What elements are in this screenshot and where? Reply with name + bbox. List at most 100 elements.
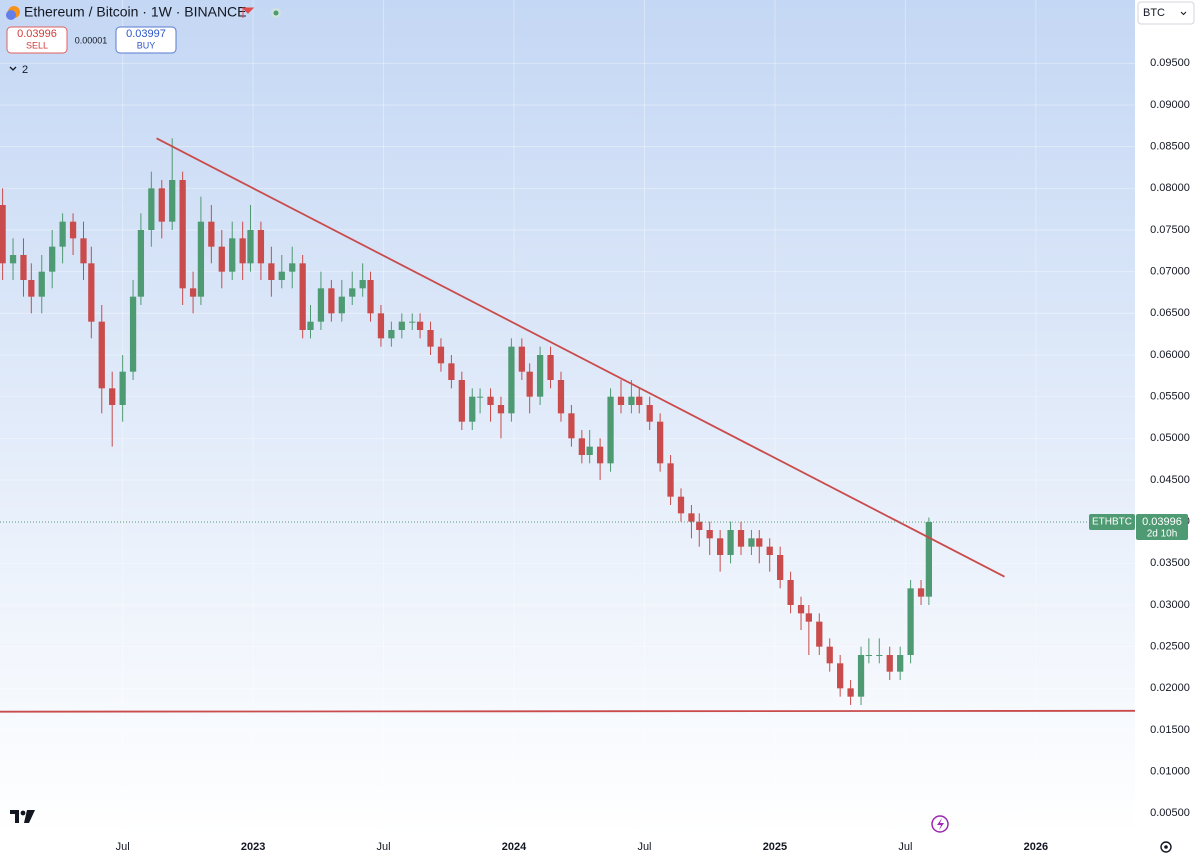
x-tick-label: 2024 (502, 841, 527, 853)
candle-body (837, 663, 844, 689)
candle-body (88, 263, 95, 322)
flag-icon[interactable] (241, 7, 255, 18)
candle-body (268, 263, 275, 280)
candle-body (907, 588, 914, 655)
currency-dropdown[interactable] (1137, 1, 1195, 25)
candle-body (338, 296, 345, 314)
y-tick-label: 0.08500 (1150, 141, 1190, 153)
candle-body (876, 655, 883, 656)
settings-icon[interactable] (1160, 841, 1172, 853)
candle-body (229, 238, 236, 272)
y-tick-label: 0.01500 (1150, 724, 1190, 736)
x-tick-label: Jul (898, 841, 912, 853)
symbol-tag-label: ETHBTC (1092, 517, 1132, 528)
candle-body (696, 521, 703, 530)
candle-body (80, 238, 87, 264)
candle-body (727, 530, 734, 555)
time-axis-background (0, 835, 1135, 863)
candle-body (377, 313, 385, 339)
candle-body (109, 388, 116, 405)
x-tick-label: Jul (637, 841, 651, 853)
candle-body (526, 371, 533, 397)
candle-body (596, 446, 604, 464)
y-tick-label: 0.00500 (1150, 807, 1190, 819)
candle-body (197, 221, 205, 297)
tradingview-logo[interactable] (10, 810, 35, 823)
candle-body (416, 321, 424, 330)
candle-body (487, 396, 494, 405)
candle-body (578, 438, 585, 455)
candle-body (568, 413, 575, 439)
candle-body (208, 221, 215, 247)
candle-body (349, 288, 356, 297)
x-tick-label: Jul (116, 841, 130, 853)
candle-body (247, 230, 254, 264)
candle-body (0, 205, 6, 264)
y-tick-label: 0.08000 (1150, 182, 1190, 194)
candle-body (847, 688, 854, 697)
x-tick-label: 2023 (241, 841, 265, 853)
lightning-icon (937, 818, 944, 830)
symbol-icon (6, 10, 16, 20)
candle-body (787, 580, 794, 605)
y-tick-label: 0.09500 (1150, 57, 1190, 69)
candle-body (328, 288, 335, 314)
candle-body (518, 346, 525, 372)
candle-body (289, 263, 296, 272)
y-tick-label: 0.07000 (1150, 266, 1190, 278)
candles (0, 138, 933, 705)
indicators-count[interactable]: 2 (22, 64, 28, 76)
candle-body (359, 280, 366, 289)
candle-body (398, 321, 405, 330)
candle-body (897, 655, 904, 672)
candle-body (179, 180, 186, 289)
candle-body (189, 288, 197, 297)
candle-body (628, 396, 635, 405)
candle-body (278, 271, 285, 280)
candle-body (257, 230, 265, 264)
candle-body (497, 405, 505, 414)
candle-body (69, 221, 77, 239)
y-tick-label: 0.05500 (1150, 391, 1190, 403)
candle-body (508, 346, 515, 414)
candle-body (476, 396, 484, 398)
header: Ethereum / Bitcoin · 1W · BINANCE 0.0399… (6, 4, 281, 76)
candle-body (427, 330, 434, 347)
candle-body (437, 346, 445, 364)
candle-body (448, 363, 455, 380)
y-tick-label: 0.03000 (1150, 599, 1190, 611)
candle-body (59, 221, 66, 247)
candle-body (148, 188, 155, 230)
candle-body (667, 463, 674, 497)
candle-body (469, 396, 476, 422)
candle-body (586, 446, 593, 455)
candle-body (706, 530, 713, 539)
sell-button[interactable] (6, 26, 68, 54)
sell-price: 0.03996 (17, 28, 57, 40)
candle-body (607, 396, 614, 464)
candle-body (409, 321, 416, 323)
sell-label: SELL (26, 40, 48, 50)
y-tick-label: 0.07500 (1150, 224, 1190, 236)
candle-body (805, 613, 812, 622)
y-tick-label: 0.04500 (1150, 474, 1190, 486)
candle-body (119, 371, 126, 405)
candle-body (28, 280, 35, 297)
candle-body (9, 255, 17, 264)
y-tick-label: 0.03500 (1150, 557, 1190, 569)
lightning-icon[interactable] (931, 815, 949, 833)
currency-label: BTC (1143, 7, 1165, 19)
candle-body (677, 496, 685, 514)
price-tag (1136, 514, 1188, 540)
candle-body (307, 321, 314, 330)
candle-body (557, 380, 565, 414)
candle-body (797, 605, 805, 614)
candle-body (218, 246, 225, 272)
collapse-icon[interactable] (9, 66, 17, 71)
buy-price: 0.03997 (126, 28, 166, 40)
buy-button[interactable] (115, 26, 177, 54)
plot-background (0, 0, 1135, 835)
y-tick-label: 0.01000 (1150, 766, 1190, 778)
candle-body (656, 421, 664, 464)
